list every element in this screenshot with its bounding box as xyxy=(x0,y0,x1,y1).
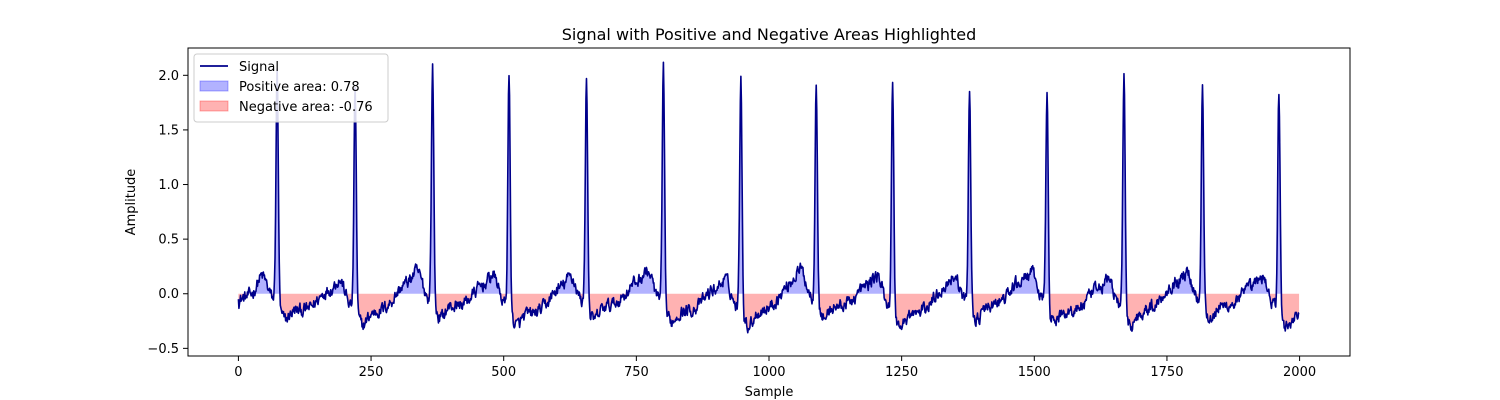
signal-line xyxy=(237,61,1300,334)
x-tick-label: 1000 xyxy=(752,365,785,380)
x-tick-label: 250 xyxy=(359,365,384,380)
x-tick-label: 1500 xyxy=(1018,365,1051,380)
legend-swatch-positive xyxy=(199,80,229,92)
plot-area xyxy=(237,61,1300,334)
x-tick-label: 0 xyxy=(234,365,242,380)
area-fills xyxy=(238,62,1300,333)
x-tick-label: 1750 xyxy=(1150,365,1183,380)
y-tick-label: 2.0 xyxy=(158,69,179,84)
y-tick-label: 1.0 xyxy=(158,178,179,193)
negative-area-fill xyxy=(238,293,1300,333)
legend-entry-signal: Signal xyxy=(239,60,279,75)
y-axis-label: Amplitude xyxy=(124,169,139,236)
x-axis-ticks: 0 250 500 750 1000 1250 1500 1750 2000 xyxy=(234,356,1316,380)
y-axis-ticks: −0.5 0.0 0.5 1.0 1.5 2.0 xyxy=(147,69,188,357)
y-tick-label: 0.5 xyxy=(158,233,179,248)
legend-entry-negative: Negative area: -0.76 xyxy=(239,100,373,115)
x-axis-label: Sample xyxy=(745,385,794,400)
y-tick-label: 0.0 xyxy=(158,287,179,302)
y-tick-label: −0.5 xyxy=(147,342,179,357)
legend-entry-positive: Positive area: 0.78 xyxy=(239,80,360,95)
chart-title: Signal with Positive and Negative Areas … xyxy=(562,25,977,44)
legend-swatch-negative xyxy=(199,100,229,112)
x-tick-label: 1250 xyxy=(885,365,918,380)
y-tick-label: 1.5 xyxy=(158,123,179,138)
x-tick-label: 500 xyxy=(491,365,516,380)
x-tick-label: 750 xyxy=(624,365,649,380)
x-tick-label: 2000 xyxy=(1283,365,1316,380)
legend: Signal Positive area: 0.78 Negative area… xyxy=(193,53,389,123)
legend-box xyxy=(193,53,389,123)
